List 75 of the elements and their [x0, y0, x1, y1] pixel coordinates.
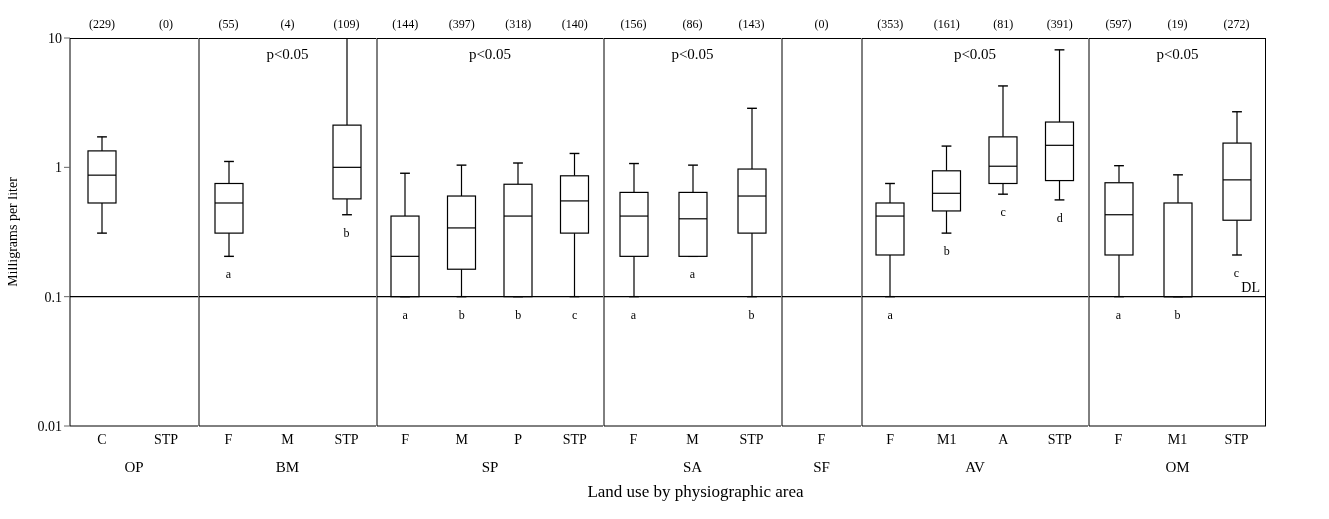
text: p<0.05	[467, 46, 513, 63]
x-tick-label: F	[629, 431, 638, 447]
text: (140)	[561, 17, 588, 31]
x-axis-title: SP	[481, 459, 499, 475]
text: (161)	[933, 17, 960, 31]
x-tick-label: STP	[153, 431, 179, 447]
x-tick-label: P	[514, 431, 523, 447]
annotation: b	[515, 307, 522, 322]
text: (19)	[1167, 17, 1188, 31]
x-axis-title: OP	[124, 459, 144, 475]
annotation: b	[748, 307, 755, 322]
x-tick-label: F	[817, 431, 826, 447]
annotation: a	[689, 267, 696, 282]
text: (391)	[1046, 17, 1073, 31]
x-tick-label: STP	[739, 431, 764, 447]
annotation: c	[572, 307, 578, 322]
x-tick-label: F	[886, 431, 895, 447]
annotation: a	[630, 307, 637, 322]
text: (55)	[218, 17, 239, 31]
x-tick-label: F	[224, 431, 233, 447]
annotation: c	[1233, 265, 1240, 280]
text: (156)	[620, 17, 647, 31]
x-tick-label: STP	[1047, 431, 1073, 447]
x-tick-label: STP	[334, 431, 359, 447]
annotation: b	[1174, 307, 1181, 322]
text: p<0.05	[265, 46, 310, 63]
y-tick-label: 10	[48, 30, 62, 46]
x-tick-label: M	[281, 431, 295, 447]
annotation: b	[458, 307, 465, 322]
x-axis-title: SA	[682, 459, 703, 475]
text: (353)	[877, 17, 904, 31]
x-tick-label: STP	[1224, 431, 1249, 447]
x-axis-title: AV	[965, 459, 986, 475]
y-tick-label: 0.1	[44, 289, 62, 305]
annotation: a	[402, 307, 409, 322]
x-tick-label: M1	[1167, 431, 1188, 447]
x-axis-title: OM	[1165, 459, 1190, 475]
x-tick-label: F	[1114, 431, 1123, 447]
text: (0)	[814, 17, 829, 31]
annotation: a	[225, 267, 232, 282]
text: p<0.05	[952, 46, 998, 63]
text: (0)	[159, 17, 173, 31]
text: (109)	[333, 17, 360, 31]
text: (143)	[738, 17, 765, 31]
text: (597)	[1105, 17, 1132, 31]
x-tick-label: M1	[937, 431, 957, 447]
text: (318)	[505, 17, 532, 31]
x-tick-label: M	[455, 431, 469, 447]
text: (229)	[89, 17, 115, 31]
x-tick-label: C	[97, 431, 107, 447]
y-tick-label: 0.01	[37, 418, 62, 434]
text: (4)	[280, 17, 295, 31]
y-axis-title: Milligrams per liter	[4, 176, 20, 287]
text: (81)	[993, 17, 1014, 31]
text: (397)	[448, 17, 475, 31]
annotation: c	[1000, 205, 1006, 220]
annotation: a	[1115, 307, 1122, 322]
x-tick-label: A	[998, 431, 1010, 447]
annotation: a	[887, 307, 894, 322]
x-tick-label: STP	[562, 431, 588, 447]
annotation: b	[343, 225, 350, 240]
text: p<0.05	[1155, 46, 1200, 63]
text: (272)	[1223, 17, 1250, 31]
text: (144)	[392, 17, 419, 31]
y-tick-label: 1	[55, 160, 62, 176]
text: Land use by physiographic area	[586, 482, 805, 502]
text: (86)	[682, 17, 703, 31]
annotation: b	[943, 244, 950, 259]
x-tick-label: F	[401, 431, 410, 447]
x-tick-label: M	[686, 431, 700, 447]
text: p<0.05	[670, 46, 715, 63]
ref-line-label: DL	[1241, 279, 1260, 295]
x-axis-title: BM	[275, 459, 300, 475]
annotation: d	[1056, 210, 1063, 225]
x-axis-title: SF	[813, 459, 830, 475]
